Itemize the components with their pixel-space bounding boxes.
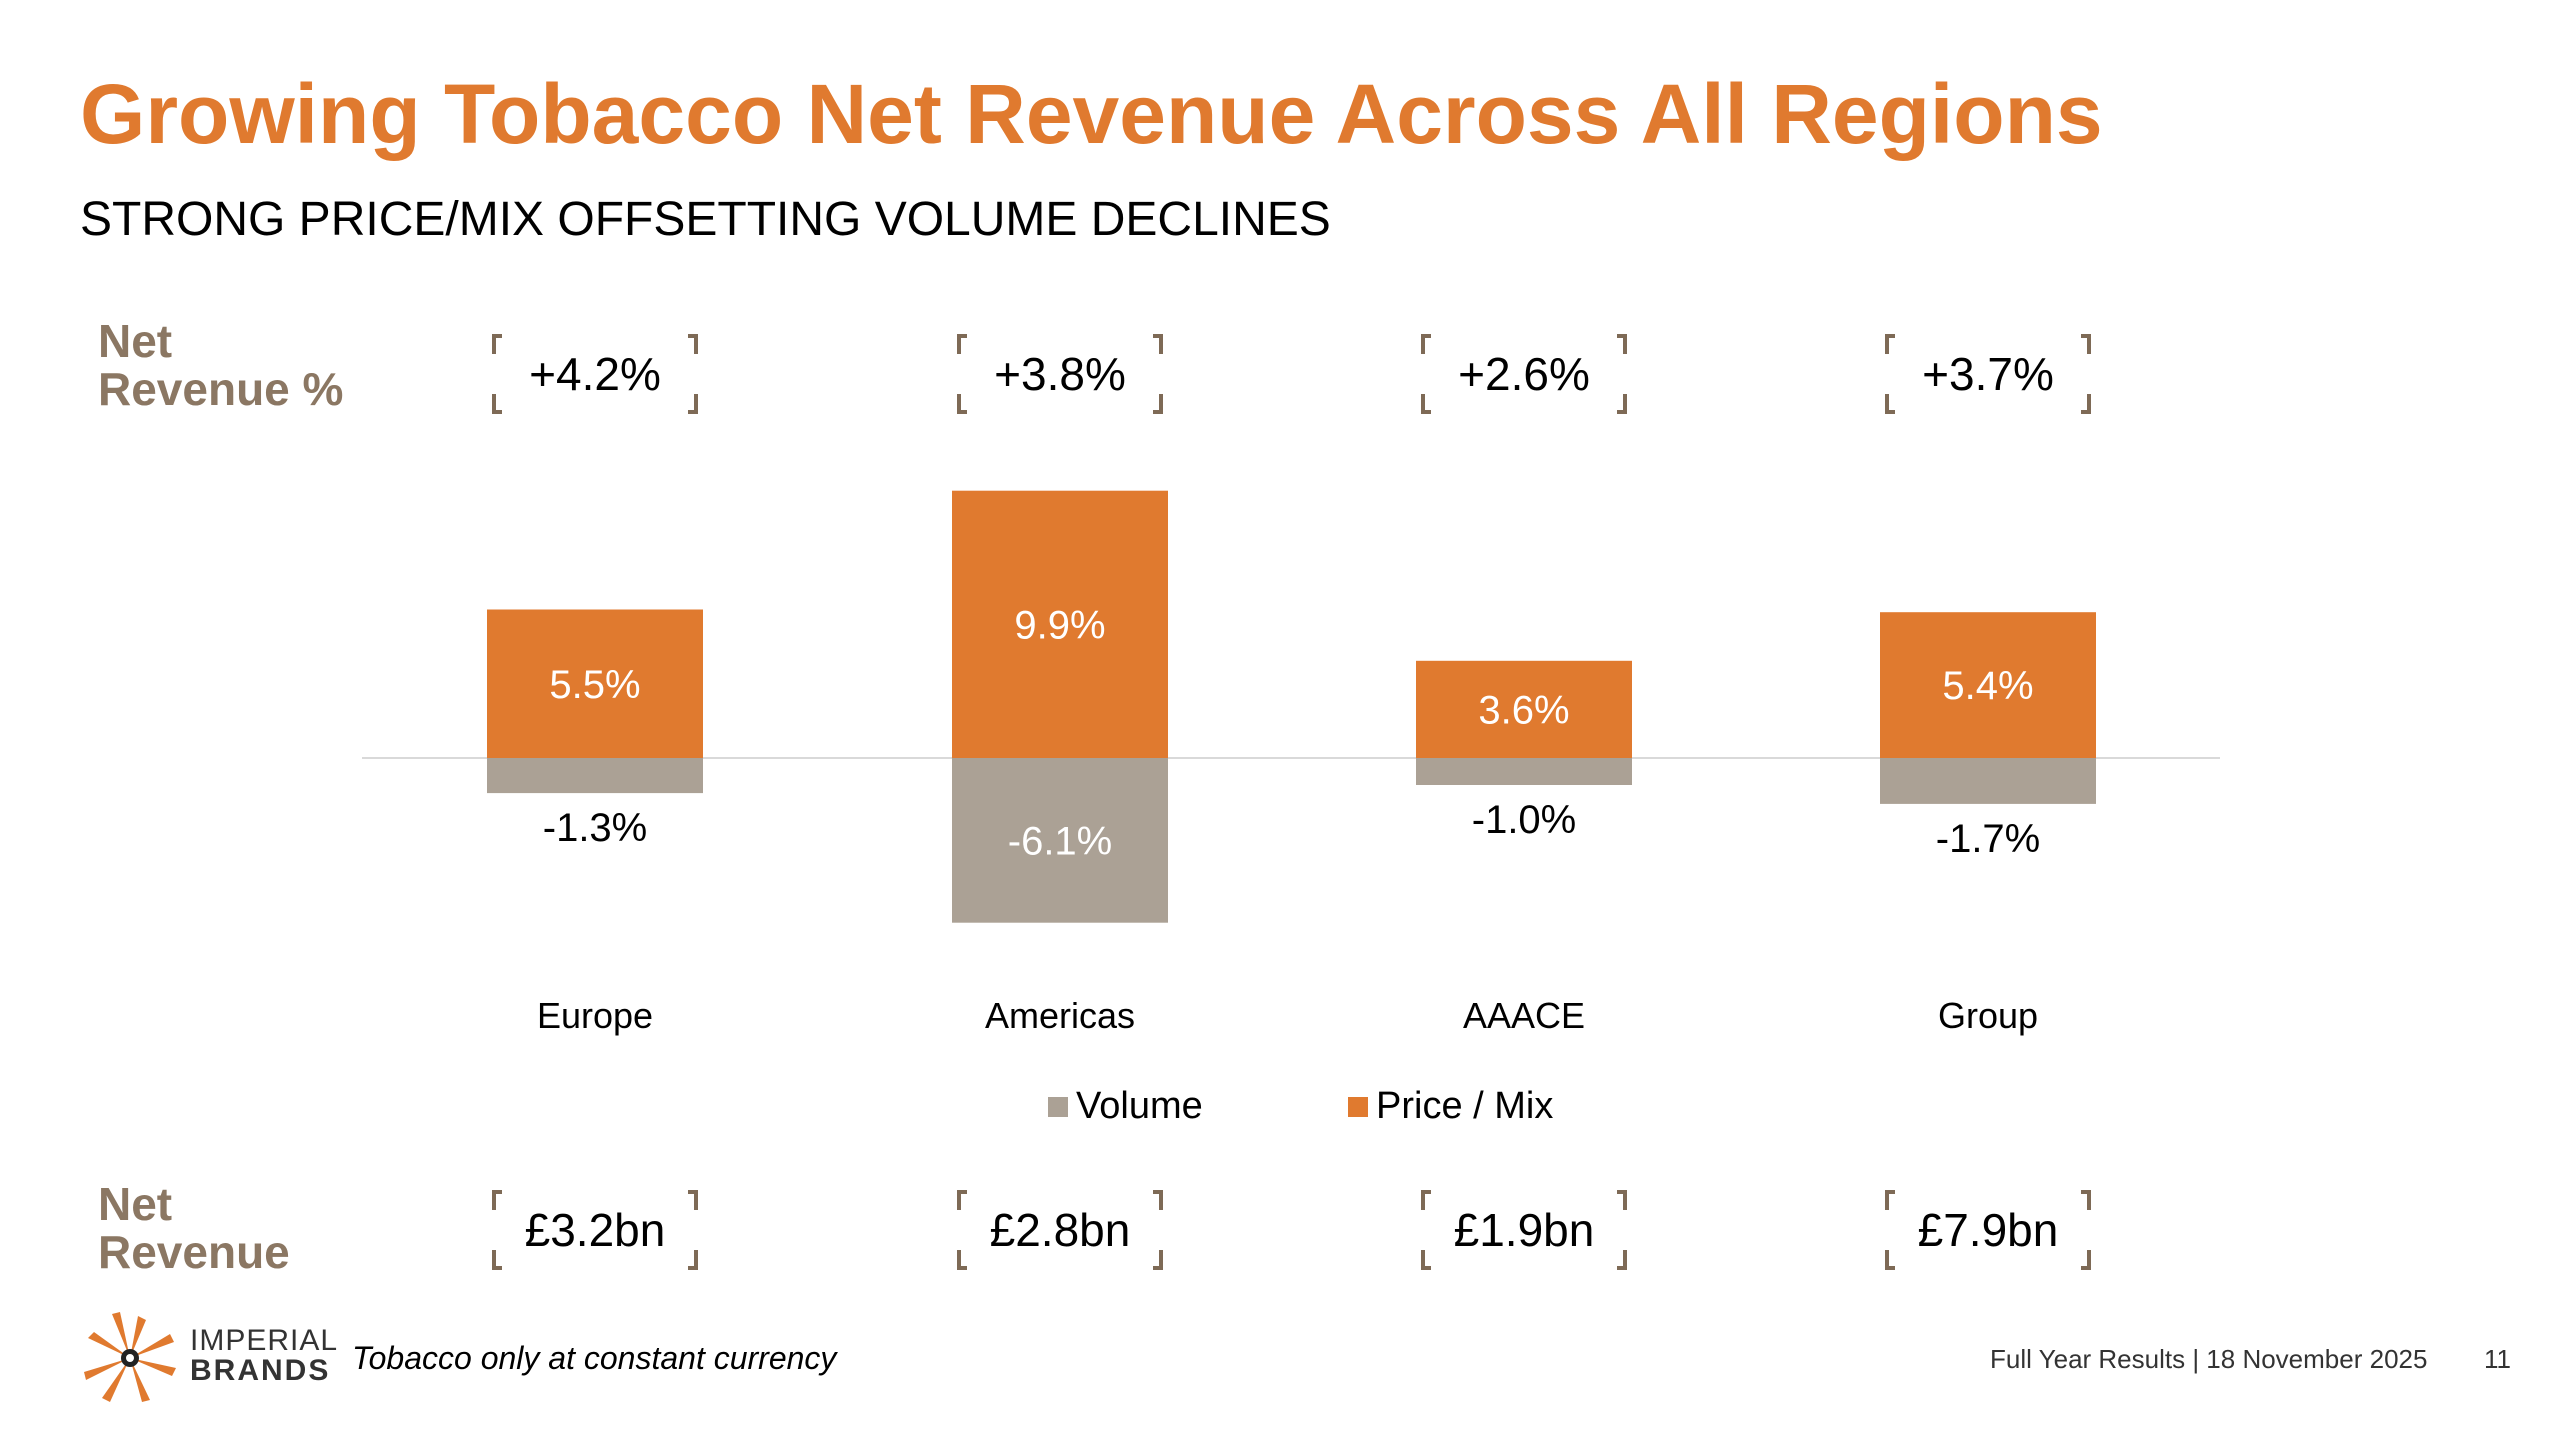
bracket-corner: [688, 1190, 698, 1210]
legend-item-price-mix: Price / Mix: [1348, 1085, 1553, 1128]
category-label: Americas: [985, 995, 1135, 1036]
net-revenue-value: £1.9bn: [1453, 1204, 1595, 1256]
bracket-corner: [1153, 334, 1163, 354]
net-revenue-pct-value: +4.2%: [529, 348, 661, 400]
net-revenue-pct-box: +2.6%: [1421, 334, 1627, 414]
bar-volume: [1880, 758, 2096, 804]
legend-swatch-price-mix: [1348, 1096, 1368, 1117]
data-label-price-mix: 5.4%: [1942, 664, 2033, 708]
bar-price-mix: [1416, 660, 1632, 758]
net-revenue-label: Net Revenue: [98, 1180, 290, 1276]
bar-volume: [952, 758, 1168, 923]
net-revenue-value: £2.8bn: [989, 1204, 1131, 1256]
bracket-corner: [1617, 1250, 1627, 1270]
bracket-corner: [957, 334, 967, 354]
bracket-corner: [1885, 1190, 1895, 1210]
net-revenue-label-line2: Revenue: [98, 1226, 290, 1278]
bracket-corner: [1617, 394, 1627, 414]
logo-line2: BRANDS: [190, 1354, 331, 1387]
page-subtitle: STRONG PRICE/MIX OFFSETTING VOLUME DECLI…: [80, 193, 1331, 246]
net-revenue-box: £1.9bn: [1421, 1190, 1627, 1270]
bracket-corner: [1421, 394, 1431, 414]
page-title: Growing Tobacco Net Revenue Across All R…: [80, 67, 2103, 161]
net-revenue-pct-value: +3.8%: [994, 348, 1126, 400]
bracket-corner: [2081, 1250, 2091, 1270]
legend-item-volume: Volume: [1048, 1085, 1348, 1128]
logo-line1: IMPERIAL: [190, 1324, 339, 1357]
data-label-volume: -6.1%: [1008, 819, 1113, 863]
bar-volume: [1416, 758, 1632, 785]
data-label-price-mix: 9.9%: [1014, 603, 1105, 647]
bar-price-mix: [487, 609, 703, 758]
page-number: 11: [2484, 1344, 2511, 1374]
bracket-corner: [1885, 394, 1895, 414]
bar-price-mix: [952, 490, 1168, 758]
bar-volume: [487, 758, 703, 794]
footnote: Tobacco only at constant currency: [352, 1340, 837, 1376]
net-revenue-box: £2.8bn: [957, 1190, 1163, 1270]
imperial-brands-logo-icon: [84, 1312, 176, 1402]
data-label-volume: -1.0%: [1472, 798, 1577, 842]
category-label: Europe: [537, 995, 653, 1036]
bracket-corner: [2081, 334, 2091, 354]
data-label-volume: -1.7%: [1936, 817, 2041, 861]
category-label: AAACE: [1463, 995, 1585, 1036]
bar-price-mix: [1880, 612, 2096, 758]
bracket-corner: [1617, 334, 1627, 354]
net-revenue-pct-label: Net Revenue %: [98, 317, 343, 413]
category-label: Group: [1938, 995, 2038, 1036]
bracket-corner: [2081, 394, 2091, 414]
bracket-corner: [1421, 334, 1431, 354]
logo-wordmark: IMPERIAL BRANDS: [190, 1326, 338, 1386]
legend-swatch-volume: [1048, 1096, 1068, 1117]
net-revenue-pct-value: +3.7%: [1922, 348, 2054, 400]
bracket-corner: [492, 394, 502, 414]
bracket-corner: [1153, 394, 1163, 414]
net-revenue-pct-label-line1: Net: [98, 315, 173, 367]
bracket-corner: [688, 334, 698, 354]
bracket-corner: [688, 1250, 698, 1270]
net-revenue-pct-box: +3.8%: [957, 334, 1163, 414]
net-revenue-box: £7.9bn: [1885, 1190, 2091, 1270]
footer-text: Full Year Results | 18 November 2025: [1990, 1344, 2428, 1374]
legend-label-price-mix: Price / Mix: [1376, 1085, 1554, 1127]
bracket-corner: [1153, 1190, 1163, 1210]
bracket-corner: [492, 334, 502, 354]
data-label-price-mix: 3.6%: [1478, 688, 1569, 732]
bracket-corner: [1153, 1250, 1163, 1270]
bracket-corner: [957, 1250, 967, 1270]
net-revenue-label-line1: Net: [98, 1178, 173, 1230]
data-label-price-mix: 5.5%: [549, 663, 640, 707]
net-revenue-box: £3.2bn: [492, 1190, 698, 1270]
chart-legend: Volume Price / Mix: [1048, 1085, 1553, 1128]
bracket-corner: [1885, 334, 1895, 354]
bracket-corner: [1617, 1190, 1627, 1210]
legend-label-volume: Volume: [1076, 1085, 1203, 1127]
bracket-corner: [1421, 1190, 1431, 1210]
bracket-corner: [688, 394, 698, 414]
bracket-corner: [492, 1190, 502, 1210]
bracket-corner: [1885, 1250, 1895, 1270]
bracket-corner: [1421, 1250, 1431, 1270]
bracket-corner: [957, 1190, 967, 1210]
bracket-corner: [2081, 1190, 2091, 1210]
net-revenue-pct-box: +3.7%: [1885, 334, 2091, 414]
net-revenue-pct-value: +2.6%: [1458, 348, 1590, 400]
net-revenue-pct-box: +4.2%: [492, 334, 698, 414]
bracket-corner: [492, 1250, 502, 1270]
data-label-volume: -1.3%: [543, 806, 648, 850]
net-revenue-pct-label-line2: Revenue %: [98, 363, 344, 415]
bracket-corner: [957, 394, 967, 414]
net-revenue-value: £7.9bn: [1917, 1204, 2059, 1256]
net-revenue-value: £3.2bn: [524, 1204, 666, 1256]
